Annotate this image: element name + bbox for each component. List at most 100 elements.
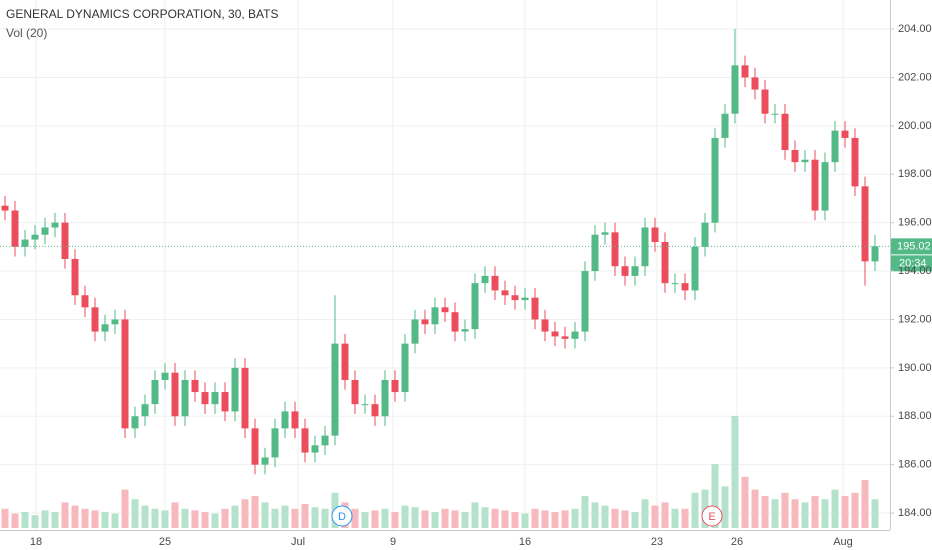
candle-body xyxy=(281,411,289,429)
y-tick-label: 194.00 xyxy=(898,265,932,277)
volume-bar xyxy=(641,499,649,528)
volume-bar xyxy=(1,508,9,528)
candle-body xyxy=(581,271,589,332)
volume-bar xyxy=(151,508,159,528)
candle-body xyxy=(871,246,879,262)
volume-bar xyxy=(11,513,19,528)
candle-body xyxy=(851,137,859,187)
candle-body xyxy=(521,297,529,301)
volume-bar xyxy=(391,512,399,528)
event-marker xyxy=(331,505,353,527)
candle-body xyxy=(191,379,199,393)
volume-bar xyxy=(511,512,519,528)
candle-body xyxy=(661,242,669,284)
volume-bar xyxy=(251,496,259,528)
candle-body xyxy=(651,227,659,243)
candle-body xyxy=(351,379,359,405)
volume-bar xyxy=(621,510,629,528)
candle-body xyxy=(621,266,629,276)
candle-body xyxy=(141,404,149,417)
volume-bar xyxy=(761,496,769,528)
volume-bar xyxy=(291,508,299,528)
volume-bar xyxy=(71,505,79,528)
volume-bar xyxy=(831,489,839,528)
volume-bar xyxy=(801,502,809,528)
candle-body xyxy=(481,275,489,284)
volume-bar xyxy=(491,508,499,528)
candle-body xyxy=(391,379,399,393)
volume-bar xyxy=(821,499,829,528)
volume-bar xyxy=(401,505,409,528)
y-tick-label: 204.00 xyxy=(898,23,932,35)
candle-body xyxy=(611,232,619,267)
volume-bar xyxy=(21,512,29,528)
candle-body xyxy=(681,283,689,291)
volume-bar xyxy=(161,510,169,528)
volume-bar xyxy=(261,502,269,528)
volume-bar xyxy=(481,507,489,528)
candle-body xyxy=(301,428,309,453)
candle-body xyxy=(401,343,409,393)
volume-bar xyxy=(301,504,309,528)
candle-body xyxy=(291,411,299,429)
candle-body xyxy=(531,297,539,320)
y-tick-label: 192.00 xyxy=(898,313,932,325)
volume-bar xyxy=(631,512,639,528)
volume-bar xyxy=(131,499,139,528)
candle-body xyxy=(781,113,789,151)
volume-bar xyxy=(601,505,609,528)
candle-body xyxy=(541,319,549,332)
event-label: D xyxy=(338,511,346,523)
y-tick-label: 200.00 xyxy=(898,120,932,132)
candle-body xyxy=(491,275,499,291)
volume-bar xyxy=(171,502,179,528)
candle-body xyxy=(231,367,239,412)
candle-body xyxy=(461,329,469,332)
volume-bar xyxy=(681,508,689,528)
candle-body xyxy=(41,227,49,235)
volume-bar xyxy=(141,505,149,528)
volume-bar xyxy=(751,489,759,528)
volume-bar xyxy=(211,513,219,528)
candle-body xyxy=(91,307,99,332)
y-tick-label: 188.00 xyxy=(898,410,932,422)
candle-body xyxy=(261,457,269,465)
volume-bar xyxy=(811,496,819,528)
volume-bar xyxy=(861,480,869,528)
y-tick-label: 184.00 xyxy=(898,507,932,519)
candle-body xyxy=(211,392,219,405)
volume-bar xyxy=(541,510,549,528)
volume-bar xyxy=(91,510,99,528)
volume-bar xyxy=(271,508,279,528)
candle-body xyxy=(251,428,259,465)
candle-body xyxy=(131,416,139,429)
volume-bar xyxy=(81,508,89,528)
candle-body xyxy=(811,159,819,211)
candle-body xyxy=(571,331,579,339)
volume-bar xyxy=(191,510,199,528)
candle-body xyxy=(51,222,59,228)
volume-bar xyxy=(371,510,379,528)
candle-body xyxy=(1,205,9,211)
volume-bar xyxy=(231,505,239,528)
volume-bar xyxy=(61,502,69,528)
candle-body xyxy=(151,379,159,405)
candle-body xyxy=(311,445,319,453)
last-price-box xyxy=(891,238,932,255)
x-tick-label: 18 xyxy=(30,536,42,548)
overlay: 195.02 20:34 D E xyxy=(0,238,932,527)
candle-body xyxy=(21,239,29,247)
candle-body xyxy=(861,186,869,262)
candle-body xyxy=(501,290,509,296)
volume-bar xyxy=(41,510,49,528)
x-tick-label: Jul xyxy=(291,536,305,548)
volume-bar xyxy=(51,512,59,528)
x-tick-label: 25 xyxy=(159,536,171,548)
candle-body xyxy=(691,246,699,291)
candle-body xyxy=(221,392,229,412)
candle-body xyxy=(201,392,209,405)
volume-bar xyxy=(851,492,859,528)
candle-body xyxy=(101,324,109,332)
